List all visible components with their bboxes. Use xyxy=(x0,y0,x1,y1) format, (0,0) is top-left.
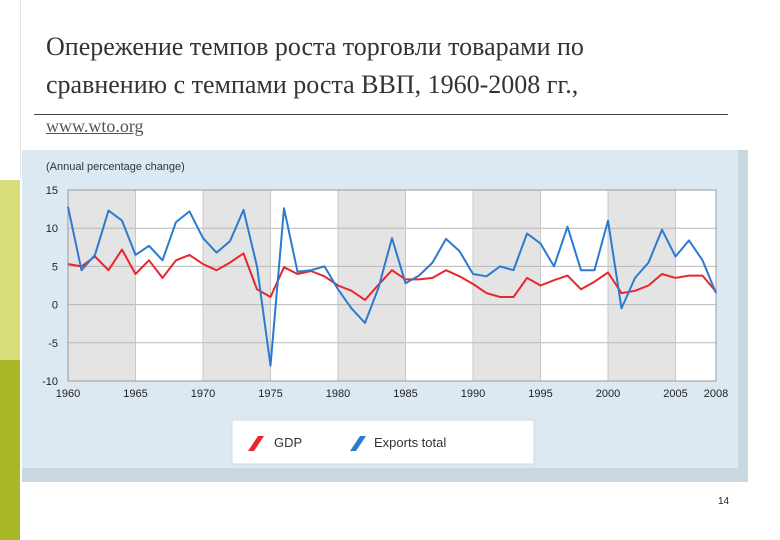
x-tick-label: 1985 xyxy=(393,388,417,400)
year-band xyxy=(338,190,406,381)
year-band xyxy=(473,190,541,381)
source-link[interactable]: www.wto.org xyxy=(46,116,144,136)
exports-line xyxy=(67,206,717,367)
legend-gdp-label: GDP xyxy=(274,435,302,450)
slide-title: Опережение темпов роста торговли товарам… xyxy=(46,28,736,104)
title-divider xyxy=(34,114,728,115)
x-tick-label: 1970 xyxy=(191,388,215,400)
y-tick-label: 5 xyxy=(52,261,58,273)
x-tick-labels: 1960 1965 1970 1975 1980 1985 1990 1995 2000 2005… xyxy=(56,388,728,400)
accent-sidebar xyxy=(0,0,21,540)
accent-block-bottom xyxy=(0,360,20,540)
y-tick-label: -10 xyxy=(42,376,58,388)
slide-title-line-2: сравнению с темпами роста ВВП, 1960-2008… xyxy=(46,70,579,99)
x-tick-label: 2008 xyxy=(704,388,728,400)
accent-block-middle xyxy=(0,180,20,360)
legend-exports-icon xyxy=(350,436,366,451)
x-tick-label: 2005 xyxy=(663,388,687,400)
y-tick-label: 10 xyxy=(46,223,58,235)
accent-block-top xyxy=(0,0,21,180)
gdp-line xyxy=(67,248,717,301)
x-tick-label: 1975 xyxy=(258,388,282,400)
chart-panel: (Annual percentage change) 15 10 5 0 -5 -10 1… xyxy=(22,150,748,482)
shaded-year-bands xyxy=(68,190,676,381)
plot-frame xyxy=(67,189,717,382)
x-tick-label: 1995 xyxy=(528,388,552,400)
y-tick-label: -5 xyxy=(48,338,58,350)
x-tick-label: 1980 xyxy=(326,388,350,400)
year-band xyxy=(68,190,136,381)
legend-box xyxy=(231,419,535,465)
chart: (Annual percentage change) 15 10 5 0 -5 -10 1… xyxy=(22,150,748,482)
y-tick-labels: 15 10 5 0 -5 -10 xyxy=(42,185,58,388)
slide-title-line-1: Опережение темпов роста торговли товарам… xyxy=(46,32,584,61)
y-tick-label: 15 xyxy=(46,185,58,197)
y-tick-label: 0 xyxy=(52,300,58,312)
year-band xyxy=(608,190,676,381)
legend-gdp-icon xyxy=(248,436,264,451)
series-lines xyxy=(67,206,717,367)
x-tick-label: 1960 xyxy=(56,388,80,400)
chart-panel-bottom-edge xyxy=(22,468,748,482)
page-number: 14 xyxy=(718,496,730,507)
x-tick-label: 1965 xyxy=(123,388,147,400)
y-axis-label: (Annual percentage change) xyxy=(46,161,185,173)
x-tick-label: 1990 xyxy=(461,388,485,400)
chart-panel-right-edge xyxy=(738,150,748,482)
legend: GDP Exports total xyxy=(231,419,535,465)
legend-exports-label: Exports total xyxy=(374,435,446,450)
x-tick-label: 2000 xyxy=(596,388,620,400)
